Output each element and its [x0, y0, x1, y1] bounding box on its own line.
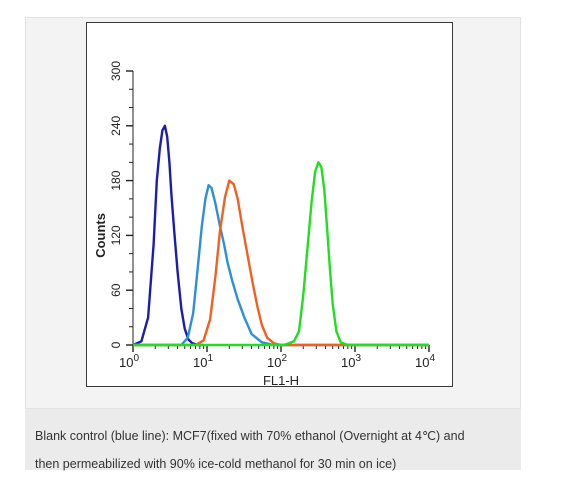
y-tick-label: 180 — [109, 170, 123, 190]
figure-caption: Blank control (blue line): MCF7(fixed wi… — [25, 409, 521, 471]
y-tick-label: 0 — [109, 341, 123, 348]
series-layer — [132, 124, 429, 347]
y-tick-label: 120 — [109, 225, 123, 245]
y-tick-label: 300 — [109, 61, 123, 81]
histogram-chart: 100 101 102 103 104060120180240300FL1-HCount… — [93, 61, 435, 388]
histogram-series-2 — [133, 183, 429, 347]
axes — [126, 70, 430, 352]
x-tick-label: 104 — [415, 353, 435, 370]
x-tick-exponent: 4 — [429, 353, 435, 364]
x-tick-label: 101 — [193, 353, 213, 370]
y-tick-label: 240 — [109, 115, 123, 135]
x-tick-exponent: 1 — [207, 353, 213, 364]
histogram-series-3 — [133, 179, 429, 347]
x-tick-base: 10 — [119, 355, 133, 370]
x-tick-exponent: 3 — [355, 353, 361, 364]
x-tick-base: 10 — [267, 355, 281, 370]
caption-line-2: then permeabilized with 90% ice-cold met… — [35, 457, 397, 471]
x-tick-exponent: 0 — [133, 353, 139, 364]
y-axis-title: Counts — [93, 213, 108, 258]
x-tick-label: 103 — [341, 353, 361, 370]
x-tick-exponent: 2 — [281, 353, 287, 364]
x-tick-base: 10 — [415, 355, 429, 370]
caption-line-1: Blank control (blue line): MCF7(fixed wi… — [35, 429, 465, 443]
tick-labels: 100 101 102 103 104060120180240300FL1-HCount… — [93, 61, 435, 388]
x-tick-base: 10 — [341, 355, 355, 370]
histogram-series-4 — [133, 161, 429, 347]
x-tick-label: 100 — [119, 353, 139, 370]
y-tick-label: 60 — [109, 283, 123, 297]
histogram-series-1 — [132, 124, 204, 347]
x-tick-label: 102 — [267, 353, 287, 370]
x-tick-base: 10 — [193, 355, 207, 370]
x-axis-title: FL1-H — [263, 373, 299, 388]
chart-frame: 100 101 102 103 104 0 60 120 180 240 300 FL1-H Count… — [86, 22, 453, 388]
